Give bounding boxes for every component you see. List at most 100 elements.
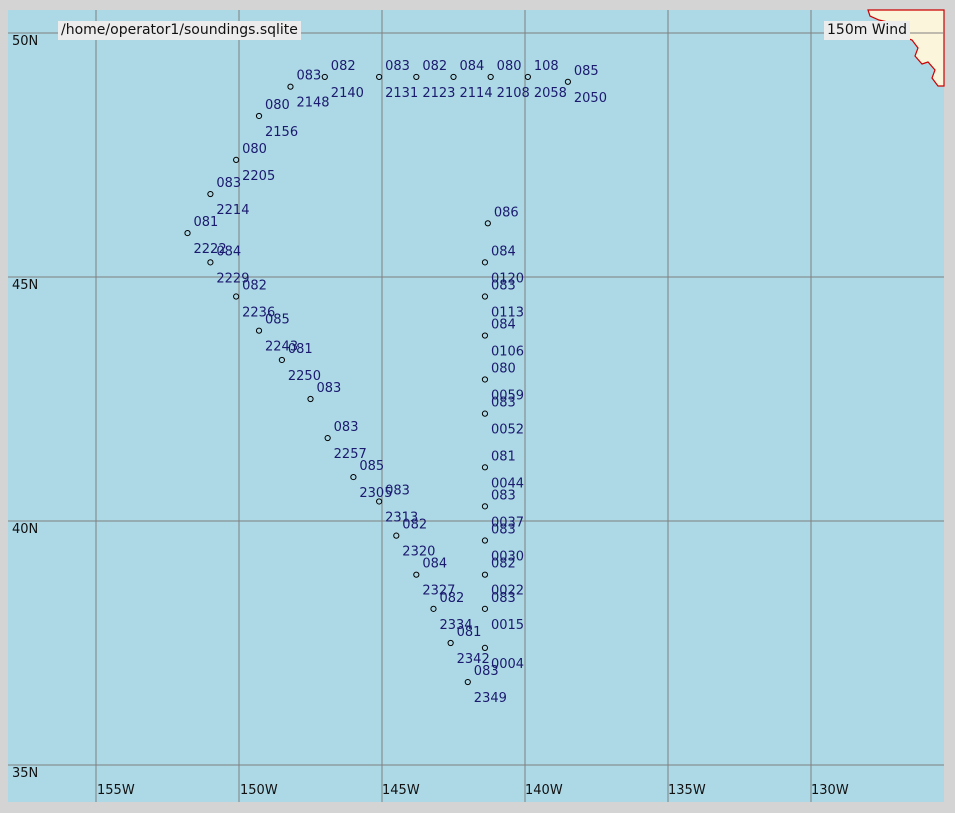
station-label-bottom: 2334 (439, 618, 472, 633)
station-label-bottom: 0120 (491, 271, 524, 286)
station-label-top: 083 (491, 523, 516, 538)
station-label-bottom: 2156 (265, 125, 298, 140)
station-marker (233, 293, 240, 300)
station-label-top: 083 (491, 396, 516, 411)
station-label-bottom: 0052 (491, 423, 524, 438)
wind-barbs (184, 73, 572, 686)
station-label-bottom: 2250 (288, 369, 321, 384)
station-label-top: 083 (491, 591, 516, 606)
lon-label-155w: 155W (97, 783, 135, 798)
station-label-bottom: 2222 (194, 242, 227, 257)
station-marker (413, 73, 420, 81)
station-label-top: 082 (402, 518, 427, 533)
station-marker (376, 498, 383, 505)
station-label-top: 081 (288, 342, 313, 357)
station-label-top: 083 (385, 483, 410, 498)
station-label-bottom: 2050 (574, 91, 607, 106)
station-label-bottom: 0044 (491, 476, 524, 491)
station-marker (207, 259, 214, 266)
station-label-bottom: 2108 (497, 86, 530, 101)
lat-label-50n: 50N (12, 34, 39, 49)
station-marker (207, 190, 214, 198)
station-marker (487, 73, 494, 81)
station-label-top: 083 (385, 59, 410, 74)
station-marker (447, 639, 454, 647)
station-label-top: 085 (574, 64, 599, 79)
station-marker (255, 327, 263, 334)
station-label-bottom: 0113 (491, 306, 524, 321)
field-title: 150m Wind (824, 21, 910, 40)
station-label-top: 083 (474, 664, 499, 679)
station-marker (481, 605, 489, 612)
station-label-bottom: 2327 (422, 584, 455, 599)
lon-label-150w: 150W (240, 783, 278, 798)
ocean-background (8, 10, 944, 802)
station-label-top: 084 (460, 59, 485, 74)
station-marker (481, 537, 489, 544)
station-label-bottom: 2123 (422, 86, 455, 101)
station-marker (481, 376, 489, 383)
station-label-bottom: 2140 (331, 86, 364, 101)
station-label-bottom: 2236 (242, 306, 275, 321)
station-label-top: 082 (491, 557, 516, 572)
file-path-title: /home/operator1/soundings.sqlite (58, 21, 301, 40)
station-marker (481, 571, 489, 578)
station-marker (484, 220, 491, 227)
station-marker (233, 156, 240, 163)
station-marker (278, 356, 285, 364)
lat-label-35n: 35N (12, 766, 39, 781)
station-marker (324, 434, 331, 442)
station-label-top: 083 (317, 381, 342, 396)
station-marker (464, 678, 471, 686)
station-marker (376, 73, 383, 81)
station-marker (184, 229, 191, 237)
station-label-top: 083 (491, 279, 516, 294)
station-label-bottom: 2205 (242, 169, 275, 184)
station-label-top: 084 (491, 244, 516, 259)
station-label-bottom: 0059 (491, 388, 524, 403)
station-label-top: 080 (491, 361, 516, 376)
station-marker (481, 410, 489, 417)
station-label-top: 108 (534, 59, 559, 74)
lat-label-45n: 45N (12, 278, 39, 293)
station-label-bottom: 2114 (460, 86, 493, 101)
station-label-bottom: 0030 (491, 550, 524, 565)
lat-label-40n: 40N (12, 522, 39, 537)
station-label-bottom: 2148 (296, 96, 329, 111)
station-label-top: 083 (334, 420, 359, 435)
station-marker (524, 73, 531, 81)
station-label-bottom: 2257 (334, 447, 367, 462)
lon-label-145w: 145W (382, 783, 420, 798)
station-label-bottom: 0015 (491, 618, 524, 633)
lon-label-140w: 140W (525, 783, 563, 798)
station-label-top: 083 (296, 69, 321, 84)
station-label-bottom: 2305 (359, 486, 392, 501)
station-label-bottom: 0037 (491, 515, 524, 530)
station-label-top: 086 (494, 205, 519, 220)
station-label-top: 082 (242, 279, 267, 294)
station-label-top: 085 (359, 459, 384, 474)
station-label-top: 080 (242, 142, 267, 157)
station-marker (450, 73, 457, 81)
station-label-top: 082 (439, 591, 464, 606)
station-marker (321, 73, 328, 81)
station-label-top: 082 (422, 59, 447, 74)
station-label-bottom: 2320 (402, 545, 435, 560)
station-marker (255, 112, 263, 120)
station-label-top: 083 (491, 488, 516, 503)
lon-label-135w: 135W (668, 783, 706, 798)
station-label-top: 084 (491, 318, 516, 333)
station-label-top: 082 (331, 59, 356, 74)
station-label-top: 084 (422, 557, 447, 572)
station-label-bottom: 2342 (457, 652, 490, 667)
station-marker (481, 464, 489, 471)
station-label-bottom: 2214 (216, 203, 249, 218)
station-marker (307, 395, 314, 403)
station-label-bottom: 2131 (385, 86, 418, 101)
station-label-bottom: 0004 (491, 657, 524, 672)
station-label-bottom: 2058 (534, 86, 567, 101)
station-marker (287, 83, 294, 90)
station-label-top: 080 (265, 98, 290, 113)
